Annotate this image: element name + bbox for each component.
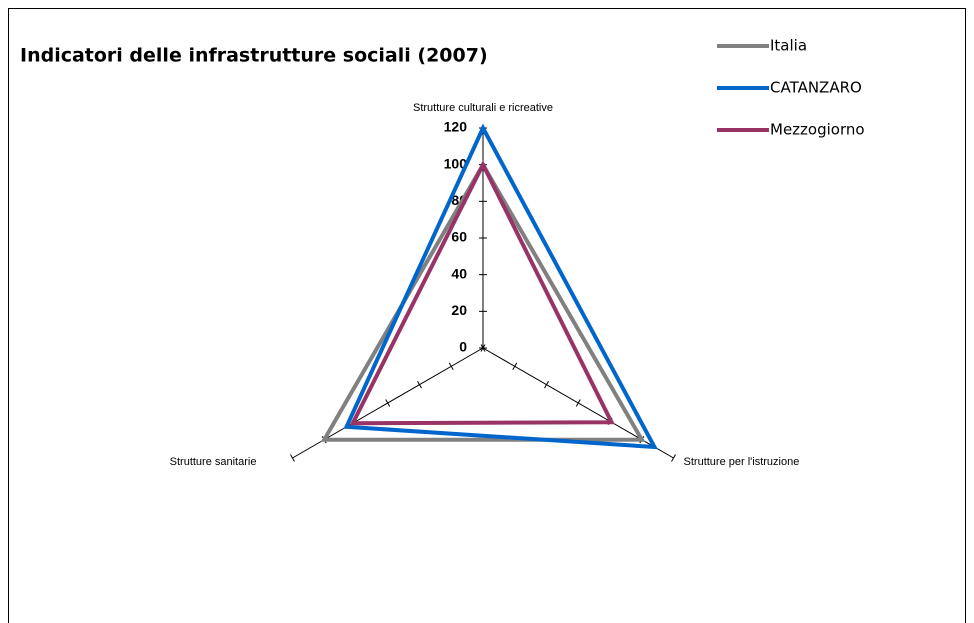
tick-mark	[385, 399, 391, 407]
tick-mark	[575, 399, 581, 407]
y-tick-label: 100	[444, 155, 468, 171]
series-line	[343, 123, 658, 450]
tick-mark	[671, 454, 676, 462]
chart-frame	[8, 8, 966, 623]
tick-mark	[448, 362, 454, 371]
y-tick-label: 120	[444, 119, 468, 135]
category-label: Strutture culturali e ricreative	[413, 102, 553, 114]
chart-title: Indicatori delle infrastrutture sociali …	[20, 45, 488, 67]
y-tick-label: 40	[451, 265, 467, 281]
series-line	[349, 160, 615, 426]
category-label: Strutture per l'istruzione	[684, 456, 800, 468]
legend-label: Mezzogiorno	[770, 121, 865, 139]
y-tick-label: 20	[451, 302, 467, 318]
category-label: Strutture sanitarie	[170, 456, 257, 468]
tick-mark	[417, 380, 422, 389]
tick-mark	[290, 454, 295, 462]
legend-label: CATANZARO	[770, 79, 862, 97]
legend-label: Italia	[770, 37, 807, 55]
tick-mark	[512, 362, 518, 371]
tick-mark	[544, 380, 549, 389]
tick-mark	[480, 344, 486, 352]
y-tick-label: 60	[451, 229, 467, 245]
y-tick-label: 0	[459, 339, 467, 355]
